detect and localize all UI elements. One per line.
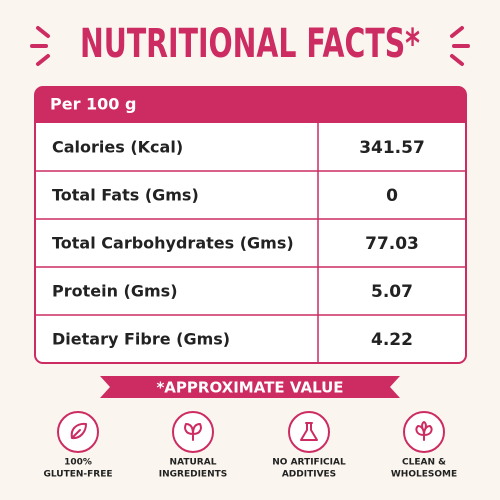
badge-label: CLEAN & xyxy=(402,458,446,468)
badge-circle xyxy=(288,411,330,453)
nutrient-value: 4.22 xyxy=(371,330,413,350)
badge-icon xyxy=(70,422,87,440)
badge-icon xyxy=(184,423,202,441)
badge-label: INGREDIENTS xyxy=(159,470,227,480)
badge-label: ADDITIVES xyxy=(282,470,336,480)
footnote: *APPROXIMATE VALUE xyxy=(156,379,343,397)
table-frame xyxy=(34,86,467,364)
nutrient-name: Total Carbohydrates (Gms) xyxy=(52,234,294,253)
badge-label: GLUTEN-FREE xyxy=(43,470,112,480)
title: NUTRITIONAL FACTS* xyxy=(80,21,420,67)
nutrient-name: Protein (Gms) xyxy=(52,282,178,301)
table-header: Per 100 g xyxy=(50,95,136,114)
table-header-bar xyxy=(35,87,466,123)
badge-label: NATURAL xyxy=(170,458,217,468)
badge-label: 100% xyxy=(64,458,92,468)
badge-icon xyxy=(300,422,318,441)
sparkles xyxy=(30,26,470,66)
nutrient-value: 0 xyxy=(386,186,398,206)
badge-icon xyxy=(415,421,433,441)
nutrient-value: 5.07 xyxy=(371,282,413,302)
table-rows: Calories (Kcal) 341.57 Total Fats (Gms) 0 To… xyxy=(35,123,466,363)
nutrient-name: Calories (Kcal) xyxy=(52,138,183,157)
badges: 100% GLUTEN-FREE NATURAL INGREDIENTS NO ARTI… xyxy=(43,411,457,480)
nutrient-value: 341.57 xyxy=(359,138,425,158)
nutrient-name: Total Fats (Gms) xyxy=(52,186,199,205)
footnote-ribbon xyxy=(100,376,400,398)
nutrient-name: Dietary Fibre (Gms) xyxy=(52,330,230,349)
badge-label: WHOLESOME xyxy=(391,470,457,480)
badge-label: NO ARTIFICIAL xyxy=(272,458,346,468)
nutrient-value: 77.03 xyxy=(365,234,419,254)
